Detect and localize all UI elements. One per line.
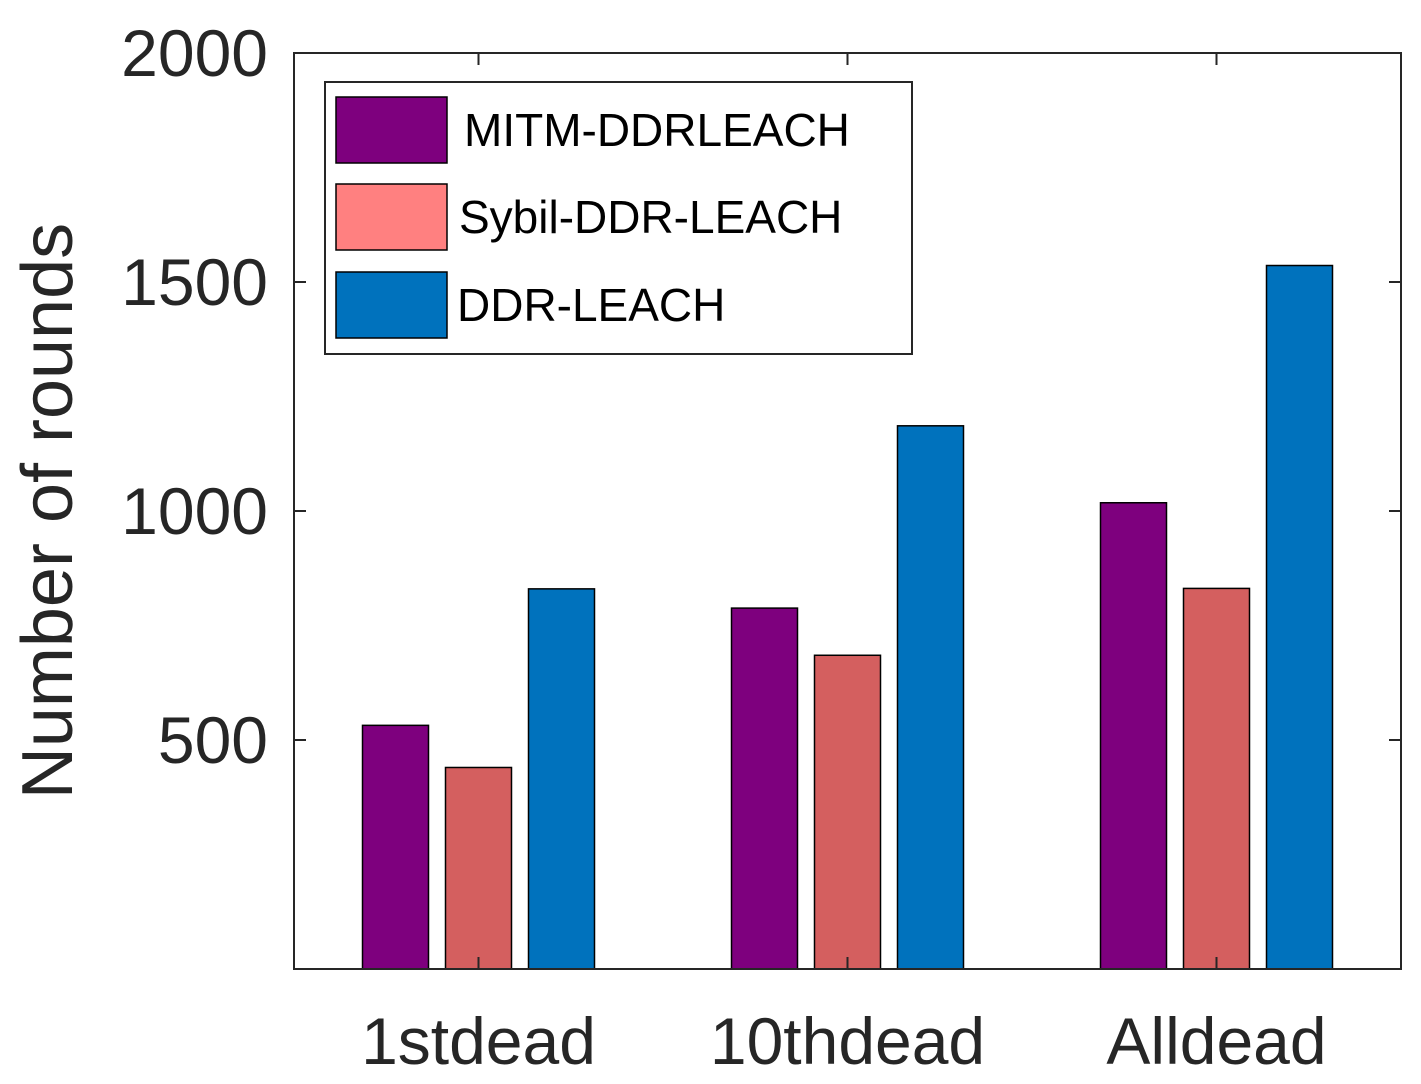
bar-sybil-ddr-leach-10thdead (813, 654, 882, 970)
legend-label-ddr-leach: DDR-LEACH (457, 279, 725, 331)
bar-mitm-ddrleach-10thdead (730, 607, 799, 970)
legend-label-sybil-ddr-leach: Sybil-DDR-LEACH (459, 191, 842, 243)
x-tick-label: 10thdead (710, 1004, 985, 1078)
y-tick-label: 1000 (121, 474, 268, 548)
legend-swatch-mitm-ddrleach (335, 96, 448, 164)
legend-label-mitm-ddrleach: MITM-DDRLEACH (464, 104, 850, 156)
y-tick-label: 2000 (121, 16, 268, 90)
y-tick-label: 1500 (121, 245, 268, 319)
bar-ddr-leach-1stdead (527, 588, 596, 970)
bar-sybil-ddr-leach-1stdead (444, 766, 513, 970)
bar-mitm-ddrleach-alldead (1099, 502, 1168, 970)
x-tick-label: Alldead (1106, 1004, 1326, 1078)
bar-mitm-ddrleach-1stdead (361, 724, 430, 970)
legend-swatch-ddr-leach (335, 271, 448, 339)
y-tick-label: 500 (158, 703, 268, 777)
bar-sybil-ddr-leach-alldead (1182, 587, 1251, 970)
bar-ddr-leach-10thdead (896, 425, 965, 970)
legend-swatch-sybil-ddr-leach (335, 183, 448, 251)
bar-ddr-leach-alldead (1265, 264, 1334, 970)
x-tick-label: 1stdead (361, 1004, 596, 1078)
y-axis-label: Number of rounds (8, 223, 88, 799)
